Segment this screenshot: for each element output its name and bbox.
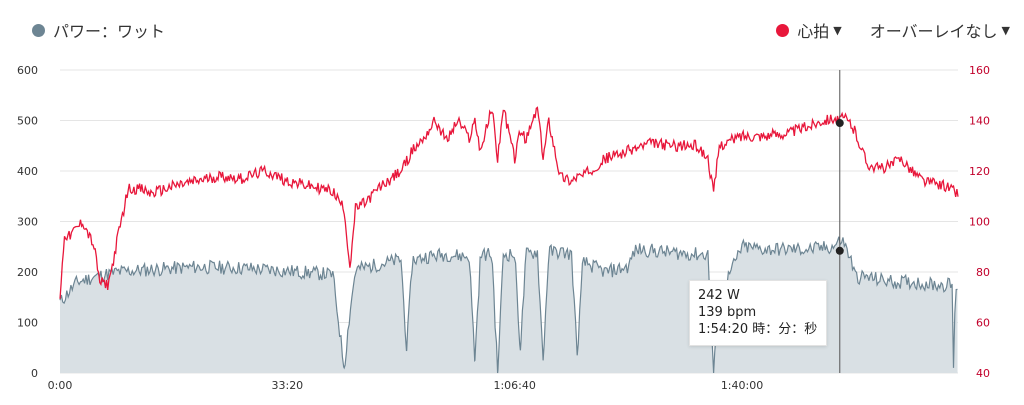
hr-cursor-marker [835,119,844,128]
y-right-tick-label: 80 [976,266,990,279]
caret-down-icon: ▼ [833,23,842,37]
chart-legend: パワー：ワット 心拍 ▼ オーバーレイなし ▼ [0,0,1024,56]
y-right-tick-label: 100 [969,216,990,229]
chart-tooltip: 242 W 139 bpm 1:54:20 時：分：秒 [689,280,827,346]
hr-line [59,106,959,299]
y-right-tick-label: 60 [976,317,990,330]
y-left-tick-label: 600 [17,64,38,77]
power-legend-label: パワー：ワット [53,22,166,41]
hr-series-dropdown[interactable]: 心拍 ▼ [776,18,842,42]
tooltip-power: 242 W [698,288,740,303]
power-legend-dot [32,23,45,37]
y-left-tick-label: 200 [17,266,38,279]
hr-legend-dot [776,23,790,37]
x-tick-label: 33:20 [271,379,303,392]
legend-controls: 心拍 ▼ オーバーレイなし ▼ [776,18,1010,42]
y-left-tick-label: 400 [17,165,38,178]
power-cursor-marker [835,246,844,255]
x-tick-label: 1:40:00 [721,379,763,392]
overlay-dropdown[interactable]: オーバーレイなし ▼ [870,18,1010,42]
y-left-tick-label: 100 [17,317,38,330]
x-tick-label: 1:06:40 [493,379,535,392]
x-tick-label: 0:00 [48,379,73,392]
tooltip-time: 1:54:20 時：分：秒 [698,322,818,337]
power-line [59,236,958,374]
y-right-tick-label: 160 [969,64,990,77]
legend-power: パワー：ワット [32,18,165,42]
y-right-tick-label: 40 [976,367,990,380]
y-right-tick-label: 120 [969,165,990,178]
tooltip-hr: 139 bpm [698,305,757,320]
overlay-label: オーバーレイなし [869,22,998,41]
hr-legend-label: 心拍 [797,22,830,41]
y-left-tick-label: 300 [17,216,38,229]
y-left-tick-label: 0 [31,367,38,380]
caret-down-icon: ▼ [1001,23,1010,37]
y-left-tick-label: 500 [17,115,38,128]
y-right-tick-label: 140 [969,115,990,128]
